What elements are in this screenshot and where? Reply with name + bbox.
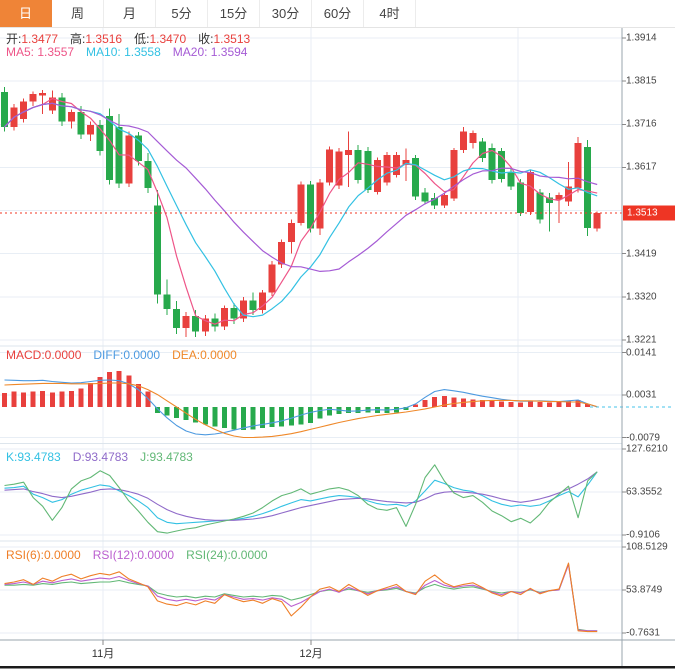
- tab-weekly[interactable]: 周: [52, 0, 104, 27]
- ma20-value: MA20: 1.3594: [172, 45, 248, 59]
- kdj-axis-label: -0.9106: [626, 529, 660, 541]
- ma-row: MA5: 1.3557 MA10: 1.3558 MA20: 1.3594: [6, 45, 259, 59]
- tab-60min[interactable]: 60分: [312, 0, 364, 27]
- price-axis-label: 1.3815: [626, 75, 657, 87]
- rsi24-value: RSI(24):0.0000: [186, 548, 268, 562]
- ma20-line: [4, 102, 598, 272]
- timeframe-toolbar: 日周月 5分 15分 30分 60分 4时: [0, 0, 675, 28]
- kdj-axis-label: 63.3552: [626, 486, 663, 498]
- k-value: K:93.4783: [6, 450, 61, 464]
- kdj-axis-label: 127.6210: [626, 443, 668, 455]
- rsi-axis-label: -0.7631: [626, 627, 660, 639]
- rsi6-value: RSI(6):0.0000: [6, 548, 81, 562]
- d-value: D:93.4783: [72, 450, 129, 464]
- panel-separators: [0, 28, 675, 669]
- ohlc-open: 开:1.3477: [6, 32, 59, 46]
- kdj-k-line: [4, 471, 598, 525]
- kdj-d-line: [4, 471, 598, 521]
- j-value: J:93.4783: [140, 450, 193, 464]
- rsi6-line: [4, 562, 598, 633]
- tab-4hour[interactable]: 4时: [364, 0, 416, 27]
- ohlc-row: 开:1.3477 高:1.3516 低:1.3470 收:1.3513: [6, 30, 262, 47]
- kdj-j-line: [4, 464, 598, 534]
- macd-axis-label: 0.0141: [626, 347, 657, 359]
- kdj-legend: K:93.4783 D:93.4783 J:93.4783: [6, 450, 205, 464]
- price-axis-label: 1.3914: [626, 32, 657, 44]
- tab-monthly[interactable]: 月: [104, 0, 156, 27]
- macd-axis-label: 0.0031: [626, 389, 657, 401]
- price-axis-label: 1.3716: [626, 118, 657, 130]
- time-axis-label: 11月: [91, 648, 115, 660]
- ma5-value: MA5: 1.3557: [6, 45, 75, 59]
- macd-axis-label: -0.0079: [626, 432, 660, 444]
- diff-value: DIFF:0.0000: [93, 348, 161, 362]
- gridlines: [0, 28, 622, 640]
- price-axis-label: 1.3320: [626, 291, 657, 303]
- rsi24-line: [4, 563, 598, 632]
- rsi-axis-label: 53.8749: [626, 584, 663, 596]
- dea-value: DEA:0.0000: [172, 348, 237, 362]
- rsi12-line: [4, 564, 598, 632]
- rsi-axis-label: 108.5129: [626, 541, 668, 553]
- tab-daily[interactable]: 日: [0, 0, 52, 27]
- current-price-tag: 1.3513: [623, 205, 675, 221]
- time-axis-label: 12月: [299, 648, 323, 660]
- rsi12-value: RSI(12):0.0000: [92, 548, 175, 562]
- macd-value: MACD:0.0000: [6, 348, 82, 362]
- ohlc-low: 低:1.3470: [134, 32, 187, 46]
- price-axis-label: 1.3617: [626, 161, 657, 173]
- tab-30min[interactable]: 30分: [260, 0, 312, 27]
- ma10-value: MA10: 1.3558: [86, 45, 161, 59]
- ma5-line: [4, 97, 598, 325]
- ohlc-high: 高:1.3516: [70, 32, 123, 46]
- ohlc-close: 收:1.3513: [198, 32, 251, 46]
- dea-line: [4, 382, 598, 439]
- macd-legend: MACD:0.0000 DIFF:0.0000 DEA:0.0000: [6, 348, 249, 362]
- rsi-legend: RSI(6):0.0000 RSI(12):0.0000 RSI(24):0.000…: [6, 548, 280, 562]
- tab-15min[interactable]: 15分: [208, 0, 260, 27]
- axis-ticks: [102, 37, 626, 645]
- price-axis-label: 1.3221: [626, 334, 657, 346]
- tab-5min[interactable]: 5分: [156, 0, 208, 27]
- candlestick-series: [1, 86, 601, 337]
- price-axis-label: 1.3419: [626, 248, 657, 260]
- diff-line: [4, 379, 598, 436]
